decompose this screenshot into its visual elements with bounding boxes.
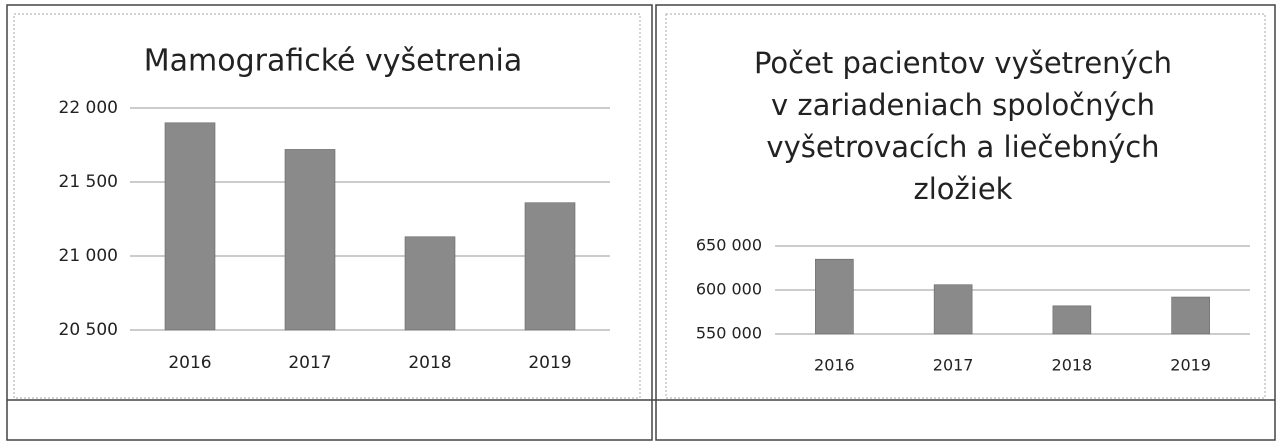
- y-tick-label: 600 000: [696, 280, 762, 299]
- y-tick-label: 21 000: [59, 246, 118, 266]
- chart-title: zložiek: [914, 172, 1013, 206]
- chart-frame: [665, 13, 1266, 399]
- x-tick-label: 2017: [288, 353, 331, 373]
- x-tick-label: 2017: [933, 356, 974, 375]
- x-tick-label: 2018: [1052, 356, 1093, 375]
- x-tick-label: 2019: [1170, 356, 1211, 375]
- y-tick-label: 20 500: [59, 320, 118, 340]
- y-tick-label: 650 000: [696, 236, 762, 255]
- bar: [1171, 296, 1210, 335]
- table-cell: [655, 4, 1276, 441]
- table-cell: [6, 4, 653, 441]
- x-tick-label: 2019: [528, 353, 571, 373]
- bar: [164, 122, 216, 331]
- chart-title: vyšetrovacích a liečebných: [766, 130, 1159, 164]
- chart-title: Mamografické vyšetrenia: [144, 44, 523, 79]
- chart-title: v zariadeniach spoločných: [771, 88, 1155, 122]
- chart-title: Počet pacientov vyšetrených: [754, 46, 1172, 80]
- x-tick-label: 2016: [814, 356, 855, 375]
- bar: [933, 284, 973, 335]
- x-tick-label: 2018: [408, 353, 451, 373]
- bar: [815, 258, 854, 335]
- chart-frame: [13, 13, 641, 399]
- y-tick-label: 22 000: [59, 98, 118, 118]
- bar: [524, 202, 576, 331]
- bar: [284, 149, 336, 331]
- x-tick-label: 2016: [168, 353, 211, 373]
- y-tick-label: 550 000: [696, 324, 762, 343]
- bar: [404, 236, 456, 331]
- bar: [1052, 305, 1092, 335]
- y-tick-label: 21 500: [59, 172, 118, 192]
